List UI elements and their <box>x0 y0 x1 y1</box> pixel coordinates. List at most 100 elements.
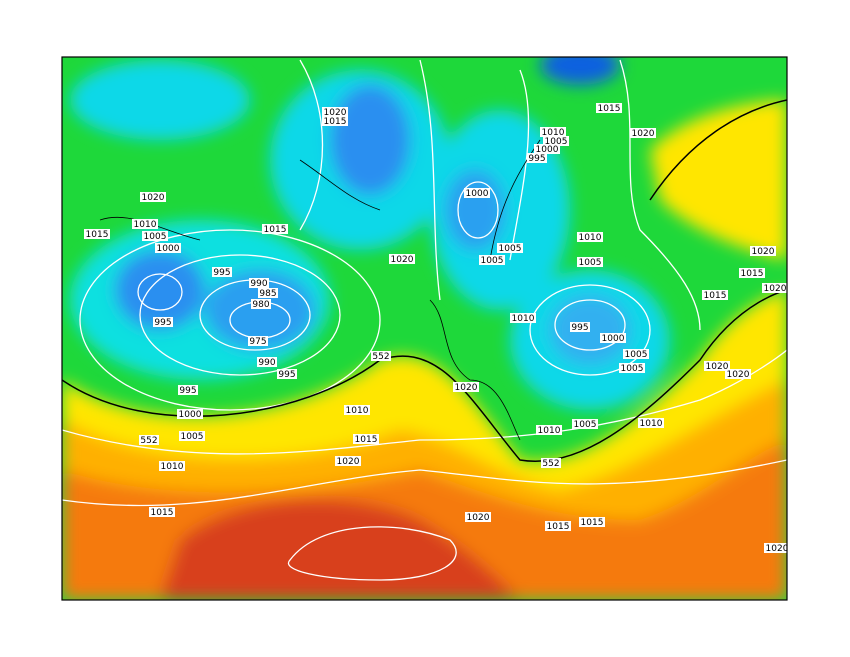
isobar-label: 1015 <box>547 522 570 532</box>
label-background <box>344 405 370 415</box>
isobar-label: 552 <box>542 459 559 469</box>
label-background <box>630 128 656 138</box>
label-background <box>179 431 205 441</box>
isobar-label: 1000 <box>536 145 559 155</box>
isobar-label: 995 <box>154 318 171 328</box>
isobar-label: 1020 <box>706 362 729 372</box>
isobar-label: 995 <box>179 386 196 396</box>
isobar-label: 1020 <box>337 457 360 467</box>
isobar-label: 990 <box>250 279 267 289</box>
label-background <box>725 369 751 379</box>
label-background <box>543 136 569 146</box>
isobar-label: 1005 <box>621 364 644 374</box>
label-background <box>84 229 110 239</box>
isobar-label: 1020 <box>764 284 787 294</box>
label-background <box>277 369 297 379</box>
isobar-label: 1015 <box>741 269 764 279</box>
label-background <box>596 103 622 113</box>
label-background <box>762 283 787 293</box>
label-background <box>704 361 730 371</box>
label-background <box>140 192 166 202</box>
label-background <box>132 219 158 229</box>
label-background <box>212 267 232 277</box>
label-background <box>149 507 175 517</box>
isobar-label: 980 <box>252 300 269 310</box>
label-background <box>177 409 203 419</box>
isobar-label: 1015 <box>324 117 347 127</box>
label-background <box>335 456 361 466</box>
label-background <box>142 231 168 241</box>
label-background <box>545 521 571 531</box>
label-background <box>251 299 271 309</box>
isobar-labels: 1020101510151020101010051000995102010101… <box>84 103 789 554</box>
label-background <box>739 268 765 278</box>
label-background <box>534 144 560 154</box>
label-background <box>702 290 728 300</box>
label-background <box>258 288 278 298</box>
label-background <box>257 357 277 367</box>
label-background <box>453 382 479 392</box>
label-background <box>479 255 505 265</box>
isobar-label: 995 <box>213 268 230 278</box>
label-background <box>248 336 268 346</box>
label-background <box>465 512 491 522</box>
label-background <box>600 333 626 343</box>
label-background <box>389 254 415 264</box>
isobar-label: 1010 <box>538 426 561 436</box>
label-background <box>322 107 348 117</box>
isobar-label: 1015 <box>581 518 604 528</box>
label-background <box>371 351 391 361</box>
isobar-label: 1010 <box>161 462 184 472</box>
label-background <box>764 543 787 553</box>
isobar-label: 1005 <box>574 420 597 430</box>
isobar-label: 1015 <box>598 104 621 114</box>
label-background <box>497 243 523 253</box>
isobar-label: 985 <box>259 289 276 299</box>
isobar-label: 1020 <box>324 108 347 118</box>
label-background <box>570 322 590 332</box>
isobar-label: 1000 <box>179 410 202 420</box>
isobar-label: 1005 <box>625 350 648 360</box>
label-background <box>577 257 603 267</box>
isobar-label: 1000 <box>602 334 625 344</box>
isobar-label: 990 <box>258 358 275 368</box>
isobar-label: 552 <box>140 436 157 446</box>
isobar-label: 975 <box>249 337 266 347</box>
isobar-label: 1015 <box>355 435 378 445</box>
label-background <box>638 418 664 428</box>
isobar-label: 1020 <box>752 247 775 257</box>
isobar-label: 1010 <box>542 128 565 138</box>
isobar-label: 552 <box>372 352 389 362</box>
isobar-label: 995 <box>528 154 545 164</box>
label-background <box>353 434 379 444</box>
label-background <box>750 246 776 256</box>
isobar-label: 1010 <box>346 406 369 416</box>
isobar-label: 1015 <box>151 508 174 518</box>
label-background <box>464 188 490 198</box>
isobar-label: 1010 <box>640 419 663 429</box>
label-background <box>159 461 185 471</box>
label-background <box>249 278 269 288</box>
label-background <box>527 153 547 163</box>
label-background <box>155 243 181 253</box>
isobar-label: 1010 <box>512 314 535 324</box>
label-background <box>572 419 598 429</box>
isobar-label: 1005 <box>579 258 602 268</box>
isobar-label: 1005 <box>545 137 568 147</box>
label-background <box>153 317 173 327</box>
isobar-label: 1000 <box>157 244 180 254</box>
isobar-label: 1020 <box>727 370 750 380</box>
isobar-label: 995 <box>571 323 588 333</box>
isobar-label: 1020 <box>142 193 165 203</box>
isobar-label: 1005 <box>499 244 522 254</box>
label-background <box>579 517 605 527</box>
isobar-label: 1005 <box>144 232 167 242</box>
isobar-label: 1000 <box>466 189 489 199</box>
isobar-label: 1020 <box>766 544 789 554</box>
label-background <box>577 232 603 242</box>
isobar-label: 1020 <box>391 255 414 265</box>
isobar-label: 1015 <box>704 291 727 301</box>
isobar-label: 1015 <box>86 230 109 240</box>
